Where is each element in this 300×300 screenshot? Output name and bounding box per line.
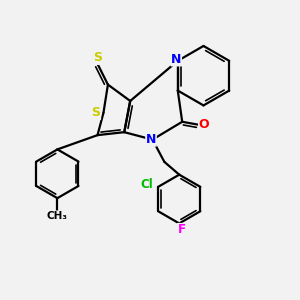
Text: N: N xyxy=(171,53,181,66)
Text: F: F xyxy=(178,224,186,236)
Text: S: S xyxy=(93,51,102,64)
Text: Cl: Cl xyxy=(140,178,153,191)
Text: S: S xyxy=(92,106,100,119)
Text: CH₃: CH₃ xyxy=(47,211,68,221)
Text: O: O xyxy=(199,118,209,131)
Text: N: N xyxy=(146,133,156,146)
